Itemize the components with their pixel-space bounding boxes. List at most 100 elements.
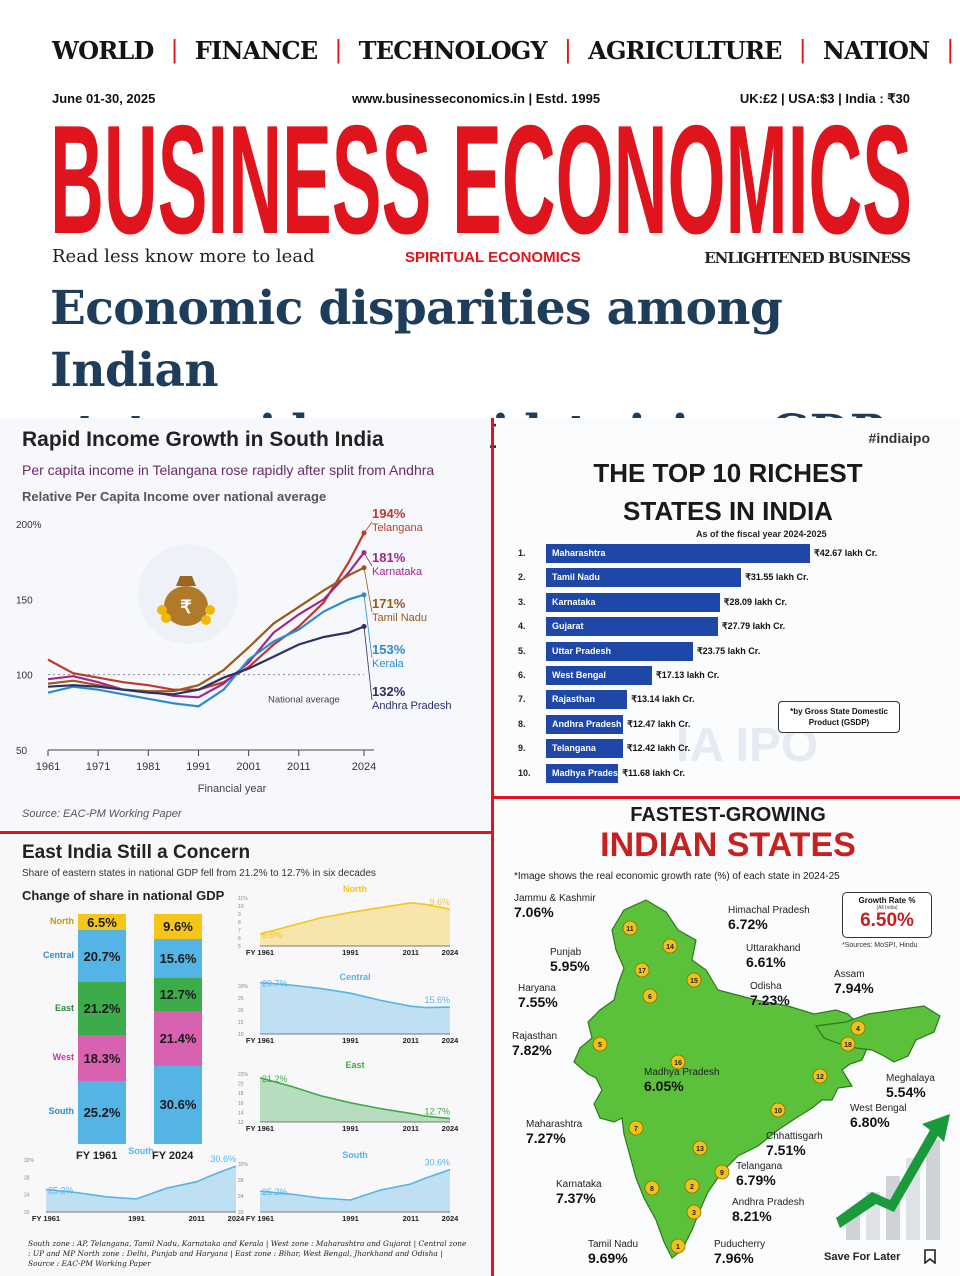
bag-body [164, 586, 208, 626]
bar-value: ₹31.55 lakh Cr. [745, 572, 809, 583]
mini-end-label: 15.6% [424, 995, 450, 1005]
save-for-later-button[interactable]: Save For Later [824, 1251, 901, 1263]
top10-row: 7. Rajasthan ₹13.14 lakh Cr. [518, 690, 958, 710]
nav-item-agriculture[interactable]: AGRICULTURE [588, 35, 782, 65]
zone-footnote: South zone : AP, Telangana, Tamil Nadu, … [28, 1239, 467, 1268]
stack-segment-east: 12.7% [154, 978, 202, 1011]
state-name: Karnataka [552, 596, 596, 607]
marker-number: 11 [626, 926, 634, 933]
y-tick-label: 100 [16, 671, 33, 682]
marker-number: 15 [690, 978, 698, 985]
stack-segment-north: 9.6% [154, 914, 202, 939]
state-name: Andhra Pradesh [732, 1197, 805, 1208]
state-growth-value: 7.27% [526, 1129, 566, 1146]
coin [205, 605, 215, 615]
marker-number: 2 [690, 1184, 694, 1191]
mini-chart-east: East 12 14 16 18 20 22% FY 1961 1991 2011 2024 21.2… [238, 1060, 459, 1133]
mini-x-tick: FY 1961 [246, 948, 274, 957]
state-marker: 10 [770, 1102, 786, 1118]
marker-number: 9 [720, 1170, 724, 1177]
state-label: Maharashtra 7.27% [526, 1119, 582, 1146]
nav-item-finance[interactable]: FINANCE [194, 35, 318, 65]
marker-dot [634, 962, 650, 978]
state-name: Puducherry [714, 1239, 766, 1250]
state-marker: 7 [628, 1120, 644, 1136]
south-panel-title: Rapid Income Growth in South India [22, 428, 384, 451]
top10-asof: As of the fiscal year 2024-2025 [696, 529, 827, 539]
marker-number: 7 [634, 1126, 638, 1133]
state-label: Jammu & Kashmir 7.06% [514, 893, 596, 919]
state-growth-value: 7.55% [518, 993, 558, 1010]
state-growth-value: 7.23% [750, 991, 790, 1008]
south-income-chart: 50 100 150 200% 1961 1971 1981 1991 2001 2011 2024… [16, 506, 452, 795]
rank-label: 5. [518, 645, 526, 656]
bar [546, 714, 624, 734]
state-label: Meghalaya 5.54% [886, 1073, 935, 1099]
mini-x-tick: 2011 [403, 1124, 419, 1133]
x-tick-label: 1981 [136, 761, 160, 773]
series-end-point [361, 550, 367, 556]
state-name: Rajasthan [552, 694, 596, 705]
nav-separator: | [563, 36, 572, 64]
nav-separator: | [170, 36, 179, 64]
fy-label: FY 1961 [76, 1150, 118, 1162]
state-marker: 3 [686, 1204, 702, 1220]
growth-box-sub: (All India) [876, 905, 898, 911]
mini-area-fill [46, 1166, 236, 1212]
marker-number: 18 [844, 1042, 852, 1049]
state-name: Gujarat [552, 621, 584, 632]
state-name: Punjab [550, 947, 582, 958]
mini-x-tick: 2011 [403, 1036, 419, 1045]
state-growth-value: 6.80% [850, 1113, 890, 1130]
mini-x-tick: 1991 [342, 948, 359, 957]
website-link[interactable]: www.businesseconomics.in | Estd. 1995 [352, 91, 601, 106]
bar [546, 666, 652, 685]
state-marker: 12 [812, 1068, 828, 1084]
mini-y-tick: 6 [238, 936, 241, 942]
mini-y-tick: 9 [238, 912, 241, 918]
rank-label: 1. [518, 548, 526, 558]
nav-item-nation[interactable]: NATION [822, 35, 930, 65]
bookmark-icon[interactable] [924, 1249, 936, 1264]
state-growth-value: 6.72% [728, 915, 768, 932]
rank-label: 10. [518, 767, 531, 778]
bar-value: ₹17.13 lakh Cr. [655, 670, 720, 680]
nav-item-technology[interactable]: TECHNOLOGY [358, 35, 548, 65]
mini-area-fill [260, 902, 450, 946]
mini-start-label: 25.2% [48, 1185, 74, 1195]
state-growth-value: 7.82% [512, 1041, 552, 1058]
state-growth-value: 7.37% [556, 1189, 596, 1206]
east-panel-title: East India Still a Concern [22, 842, 251, 863]
state-label: Puducherry 7.96% [714, 1239, 766, 1265]
zone-label: North [50, 916, 74, 927]
nav-item-world[interactable]: WORLD [52, 35, 154, 65]
mini-y-tick: 18 [238, 1091, 244, 1097]
state-marker: 2 [684, 1178, 700, 1194]
state-label: Himachal Pradesh 6.72% [728, 905, 810, 932]
state-growth-value: 6.05% [644, 1077, 684, 1094]
fy-label: FY 2024 [152, 1150, 194, 1162]
state-name: Tamil Nadu [588, 1239, 639, 1250]
mini-start-label: 25.2% [262, 1187, 288, 1197]
series-line-andhra-pradesh [47, 625, 365, 696]
marker-number: 1 [676, 1244, 680, 1251]
mini-y-tick: 10 [238, 1032, 244, 1038]
stack-segment-south: 30.6% [154, 1065, 202, 1144]
zone-label: West [52, 1052, 74, 1063]
growth-box-value: 6.50% [860, 910, 914, 931]
series-name-label: Telangana [372, 522, 424, 534]
state-label: Uttarakhand 6.61% [746, 943, 800, 969]
mini-y-tick: 20 [238, 1008, 244, 1014]
mini-x-tick: 2011 [403, 1214, 419, 1223]
bar [546, 617, 718, 637]
mini-chart-title: Central [339, 972, 370, 982]
series-end-label: 132% [372, 684, 406, 699]
mini-chart-title: East [345, 1060, 364, 1070]
series-end-point [361, 623, 367, 629]
tagline-middle: SPIRITUAL ECONOMICS [405, 249, 581, 266]
y-tick-label: 150 [16, 595, 33, 606]
state-label: Telangana 6.79% [736, 1161, 782, 1187]
india-map: 11 14 17 15 6 10 4 5 16 18 12 7 13 2 8 3 1 9 [573, 899, 941, 1259]
top10-row: 6. West Bengal ₹17.13 lakh Cr. [518, 666, 958, 686]
